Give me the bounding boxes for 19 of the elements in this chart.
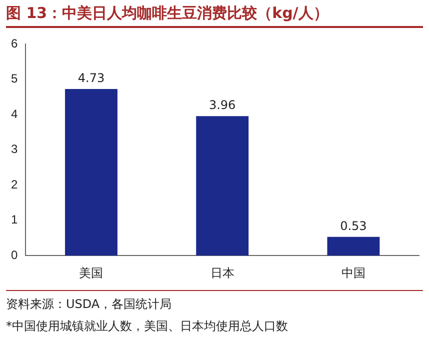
data-label: 3.96 (208, 98, 236, 112)
chart-title: 图 13：中美日人均咖啡生豆消费比较（kg/人） (6, 4, 423, 28)
y-tick-label: 1 (10, 212, 18, 227)
y-tick-label: 5 (10, 72, 18, 86)
text: 资料来源：USDA，各国统计局 (6, 296, 173, 313)
bar (327, 236, 380, 256)
x-tick-label: 中国 (341, 266, 366, 280)
text: *中国使用城镇就业人数，美国、日本均使用总人口数 (6, 318, 289, 335)
y-tick-label: 3 (10, 142, 18, 156)
x-tick-label: 美国 (79, 266, 104, 280)
y-tick-label: 0 (10, 248, 18, 262)
data-label: 4.73 (78, 71, 105, 86)
bar (65, 88, 118, 256)
y-tick-label: 2 (10, 177, 18, 192)
y-tick-label: 6 (10, 36, 18, 51)
data-label: 0.53 (340, 219, 367, 234)
y-tick-label: 4 (10, 106, 18, 121)
bar (196, 116, 249, 256)
x-tick-label: 日本 (210, 266, 234, 280)
